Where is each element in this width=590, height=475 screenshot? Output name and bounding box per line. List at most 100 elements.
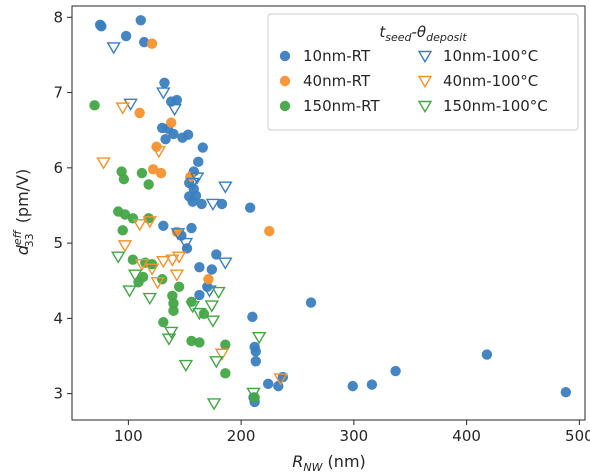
point-10nm-100-c-3 [167,103,182,117]
series-40nm-100-c [96,102,288,386]
point-10nm-rt-21 [196,198,207,210]
point-150nm-rt-18 [173,281,185,292]
point-150nm-rt-4 [143,179,154,190]
y-tick-label-8: 8 [53,8,63,26]
y-tick-label-5: 5 [53,234,63,252]
point-10nm-rt-11 [168,128,179,140]
point-150nm-100-c-15 [206,398,222,411]
point-10nm-100-c-0 [106,42,121,55]
point-10nm-rt-10 [160,134,171,145]
point-40nm-100-c-14 [273,373,288,386]
point-150nm-100-c-5 [161,333,177,346]
point-40nm-rt-5 [155,167,167,179]
legend-label-150nm-100-c: 150nm-100°C [443,97,548,115]
point-10nm-rt-25 [186,222,197,234]
legend-entry-150nm-rt: 150nm-RT [279,97,380,115]
x-axis-label: RNW (nm) [292,452,366,474]
legend-title-t: t [379,23,386,41]
point-10nm-rt-3 [135,15,146,26]
point-40nm-100-c-3 [132,219,147,232]
point-10nm-100-c-11 [202,285,217,298]
point-40nm-100-c-2 [151,146,167,159]
point-150nm-100-c-8 [192,307,207,321]
point-10nm-rt-13 [182,129,194,140]
legend-label-40nm-100-c: 40nm-100°C [443,72,538,90]
plot-area-frame [71,5,586,421]
point-150nm-100-c-9 [204,300,220,313]
x-tick-label-500: 500 [565,427,590,445]
point-40nm-rt-0 [146,38,158,49]
point-10nm-100-c-7 [205,198,221,212]
point-10nm-rt-33 [194,289,205,301]
point-40nm-100-c-9 [134,258,150,272]
x-axis-label-unit: (nm) [322,452,365,471]
legend-marker-150nm-rt [279,100,291,112]
plot-marks [89,15,572,411]
point-150nm-rt-25 [220,339,231,350]
point-40nm-100-c-10 [144,263,160,276]
point-150nm-rt-1 [136,167,148,179]
legend-frame [267,13,579,131]
point-150nm-100-c-6 [178,359,194,373]
point-10nm-rt-4 [138,36,150,48]
y-axis-label-main: d [13,244,32,255]
point-40nm-rt-3 [166,117,177,128]
point-10nm-100-c-5 [185,177,200,190]
legend-marker-40nm-100-c [417,75,433,89]
series-10nm-100-c [106,42,233,298]
point-40nm-rt-4 [147,164,159,175]
series-150nm-100-c [111,251,267,411]
point-150nm-rt-26 [220,368,231,379]
series-150nm-rt [89,100,260,403]
point-10nm-rt-29 [194,261,205,273]
legend-marker-40nm-rt [279,75,291,87]
point-40nm-100-c-7 [165,254,180,267]
point-150nm-rt-0 [89,100,100,111]
point-10nm-rt-48 [560,386,572,398]
series-40nm-rt [134,38,275,285]
x-axis-label-main: R [292,452,303,471]
point-10nm-rt-9 [171,94,183,106]
x-axis-label-sub: NW [303,461,323,474]
legend-entry-10nm-100-c: 10nm-100°C [417,47,538,65]
point-10nm-rt-31 [211,249,222,260]
y-axis-label-sup: eff [11,229,24,245]
point-150nm-rt-10 [127,254,139,265]
x-tick-label-100: 100 [114,427,143,445]
y-tick-label-3: 3 [53,385,63,403]
legend-label-10nm-rt: 10nm-RT [303,47,371,65]
legend-label-10nm-100-c: 10nm-100°C [443,47,538,65]
point-150nm-100-c-13 [251,332,267,345]
y-tick-label-7: 7 [53,84,63,102]
legend-entry-40nm-rt: 40nm-RT [279,72,371,90]
legend: tseed-θdeposit 10nm-RT 40nm-RT 150nm-RT 10n… [267,13,579,131]
point-40nm-100-c-8 [171,251,187,264]
legend-entry-150nm-100-c: 150nm-100°C [417,97,548,115]
point-40nm-100-c-1 [96,157,111,170]
point-10nm-rt-5 [159,77,170,88]
point-10nm-rt-35 [305,297,317,308]
point-10nm-rt-14 [197,142,208,153]
point-150nm-100-c-4 [163,326,179,340]
legend-title-theta-sub: deposit [426,31,467,44]
point-40nm-100-c-6 [156,255,171,269]
point-150nm-100-c-7 [185,301,200,314]
point-10nm-100-c-8 [170,228,186,241]
point-40nm-100-c-11 [150,277,165,290]
legend-title-sep: - [411,23,416,41]
point-10nm-100-c-6 [218,181,233,194]
point-150nm-100-c-11 [205,315,221,328]
point-40nm-100-c-4 [142,216,158,229]
legend-title-t-sub: seed [385,31,412,44]
point-40nm-rt-7 [264,225,275,237]
point-10nm-rt-41 [262,378,274,390]
legend-entry-40nm-100-c: 40nm-100°C [417,72,538,90]
point-10nm-100-c-9 [178,237,194,251]
legend-marker-10nm-rt [279,50,291,62]
point-150nm-rt-21 [158,316,169,328]
legend-marker-150nm-100-c [417,100,433,114]
y-tick-label-6: 6 [53,159,63,177]
legend-title-theta: θ [417,23,426,41]
point-10nm-rt-47 [481,349,493,360]
legend-label-40nm-rt: 40nm-RT [303,72,371,90]
